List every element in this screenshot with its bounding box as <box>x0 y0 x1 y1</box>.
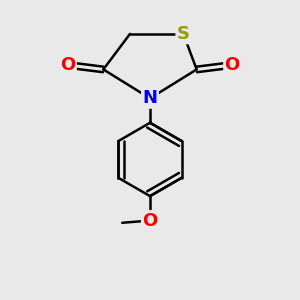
Text: O: O <box>60 56 75 74</box>
Text: O: O <box>225 56 240 74</box>
Text: N: N <box>142 89 158 107</box>
Text: O: O <box>142 212 158 230</box>
Text: S: S <box>177 25 190 43</box>
